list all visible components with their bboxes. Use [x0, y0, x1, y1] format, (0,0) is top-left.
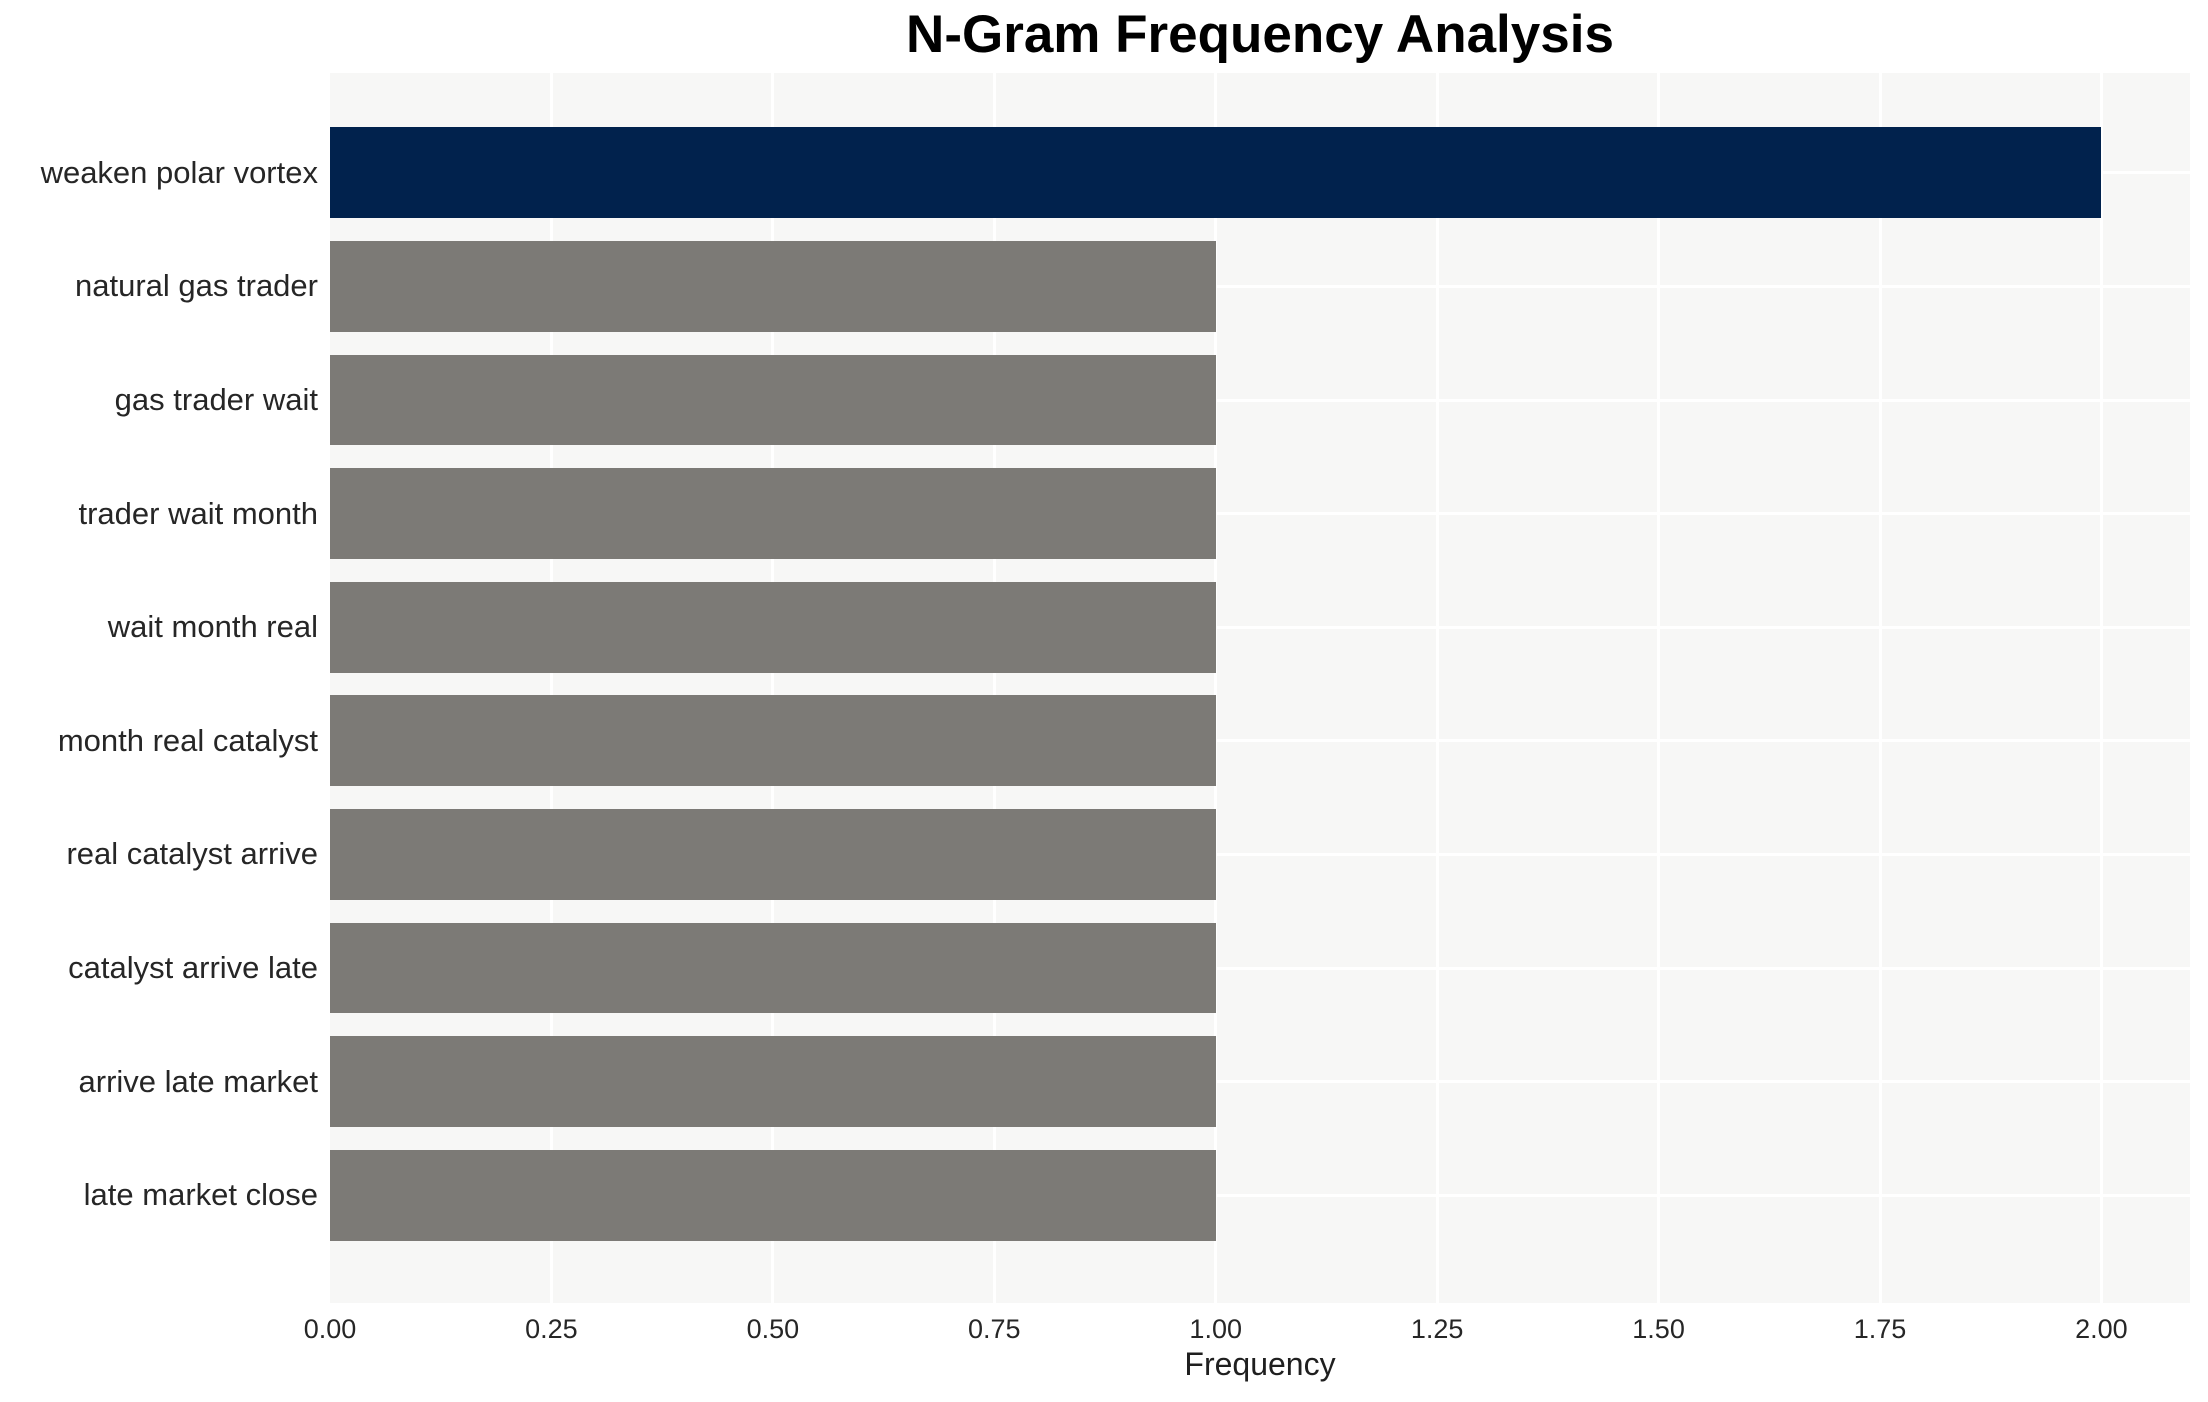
horizontal-gridline — [330, 625, 2190, 629]
horizontal-gridline — [330, 512, 2190, 516]
x-tick-label: 2.00 — [2075, 1314, 2128, 1344]
x-tick-label: 1.25 — [1410, 1314, 1464, 1344]
bar-gas-trader-wait — [330, 354, 1216, 446]
chart-title: N-Gram Frequency Analysis — [906, 5, 1614, 64]
y-tick-label: catalyst arrive late — [68, 950, 318, 985]
y-tick-label: late market close — [83, 1177, 318, 1213]
bar-real-catalyst-arrive — [330, 808, 1216, 900]
horizontal-gridline — [330, 284, 2190, 288]
vertical-gridline — [549, 73, 553, 1303]
y-tick-label: trader wait month — [78, 495, 319, 531]
horizontal-gridline — [330, 1080, 2190, 1084]
y-tick-label: weaken polar vortex — [40, 154, 318, 190]
y-tick-label: gas trader wait — [114, 382, 318, 417]
y-tick-label: wait month real — [107, 609, 318, 645]
horizontal-gridline — [330, 966, 2190, 970]
x-tick-label: 0.00 — [303, 1314, 357, 1344]
y-tick-label: arrive late market — [78, 1063, 318, 1099]
bar-catalyst-arrive-late — [330, 922, 1216, 1014]
x-tick-label: 1.75 — [1853, 1314, 1907, 1344]
y-tick-label: month real catalyst — [57, 722, 318, 758]
x-tick-label: 1.00 — [1189, 1314, 1242, 1344]
horizontal-gridline — [330, 739, 2190, 743]
bar-late-market-close — [330, 1149, 1216, 1241]
y-axis-labels: weaken polar vortex natural gas trader gas… — [0, 73, 330, 1303]
x-tick-label: 0.50 — [746, 1314, 800, 1344]
vertical-gridline — [1657, 73, 1661, 1303]
y-tick-label: real catalyst arrive — [66, 836, 318, 872]
bar-trader-wait-month — [330, 468, 1216, 560]
vertical-gridline — [1435, 73, 1439, 1303]
x-axis-title: Frequency — [1184, 1346, 1336, 1382]
vertical-gridline — [2099, 73, 2103, 1303]
x-tick-label: 0.25 — [525, 1314, 578, 1344]
y-tick-label: natural gas trader — [75, 268, 318, 304]
bar-month-real-catalyst — [330, 695, 1216, 787]
bar-natural-gas-trader — [330, 240, 1216, 332]
vertical-gridline — [992, 73, 996, 1303]
horizontal-gridline — [330, 1193, 2190, 1197]
vertical-gridline — [1214, 73, 1218, 1303]
x-tick-label: 1.50 — [1632, 1314, 1685, 1344]
bar-wait-month-real — [330, 581, 1216, 673]
x-tick-label: 0.75 — [968, 1314, 1021, 1344]
vertical-gridline — [1878, 73, 1882, 1303]
horizontal-gridline — [330, 852, 2190, 856]
plot-area — [330, 73, 2190, 1303]
vertical-gridline — [771, 73, 775, 1303]
bar-weaken-polar-vortex — [330, 127, 2102, 219]
bar-arrive-late-market — [330, 1036, 1216, 1128]
horizontal-gridline — [330, 398, 2190, 402]
